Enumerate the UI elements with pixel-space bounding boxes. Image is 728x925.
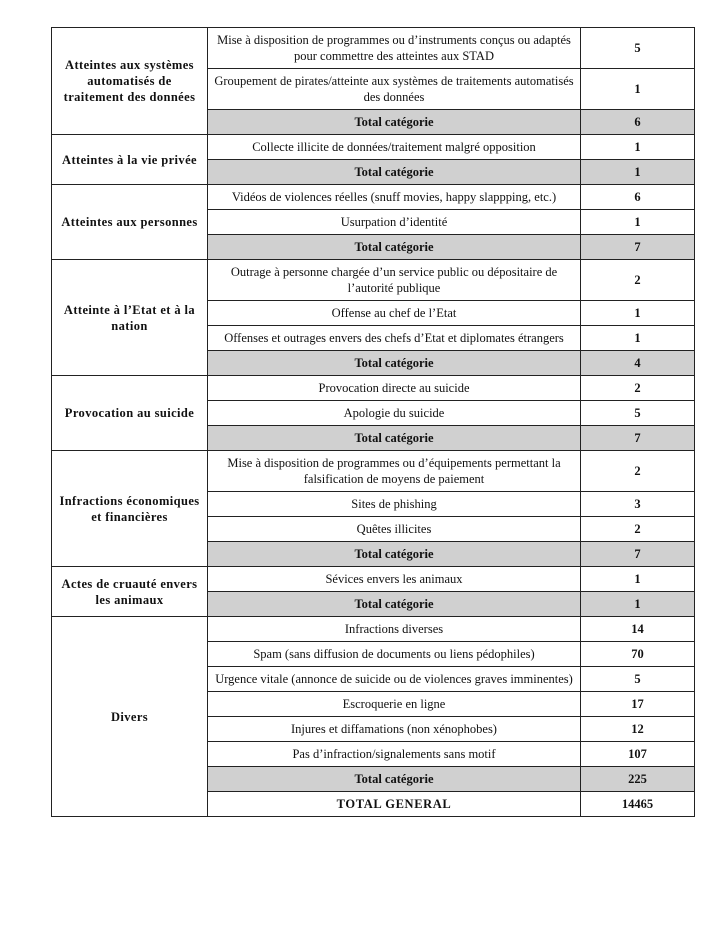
category-total-value: 225 <box>580 766 695 792</box>
offense-label: Mise à disposition de programmes ou d’in… <box>207 27 581 69</box>
table-row: Atteintes aux personnes Vidéos de violenc… <box>51 184 695 260</box>
offense-count: 70 <box>580 641 695 667</box>
offense-count: 6 <box>580 184 695 210</box>
offense-count: 1 <box>580 566 695 592</box>
offense-count: 107 <box>580 741 695 767</box>
table-row: Atteinte à l’Etat et à la nation Outrage … <box>51 259 695 376</box>
table-row: Provocation au suicide Provocation direct… <box>51 375 695 451</box>
category-total-value: 7 <box>580 541 695 567</box>
offense-count: 12 <box>580 716 695 742</box>
offense-count: 1 <box>580 325 695 351</box>
category-total-label: Total catégorie <box>207 425 581 451</box>
offense-count: 1 <box>580 68 695 110</box>
category-total-row: Total catégorie 7 <box>52 425 695 451</box>
category-total-row: Total catégorie 4 <box>52 350 695 376</box>
table-body: Atteintes aux systèmes automatisés de tr… <box>51 27 695 817</box>
offense-count: 1 <box>580 134 695 160</box>
table-row: Atteintes à la vie privée Collecte illici… <box>51 134 695 185</box>
category-cell: Infractions économiques et financières <box>51 450 208 567</box>
offense-label: Sévices envers les animaux <box>207 566 581 592</box>
category-total-value: 7 <box>580 425 695 451</box>
offense-count: 17 <box>580 691 695 717</box>
offense-label: Apologie du suicide <box>207 400 581 426</box>
offense-count: 2 <box>580 375 695 401</box>
category-total-label: Total catégorie <box>207 234 581 260</box>
category-total-row: Total catégorie 225 <box>52 766 695 792</box>
table-row: Urgence vitale (annonce de suicide ou de… <box>52 666 695 692</box>
offense-label: Injures et diffamations (non xénophobes) <box>207 716 581 742</box>
category-total-value: 4 <box>580 350 695 376</box>
statistics-table: Atteintes aux systèmes automatisés de tr… <box>51 27 695 817</box>
category-total-label: Total catégorie <box>207 159 581 185</box>
category-total-value: 6 <box>580 109 695 135</box>
category-total-row: Total catégorie 1 <box>52 159 695 185</box>
offense-label: Spam (sans diffusion de documents ou lie… <box>207 641 581 667</box>
category-cell: Divers <box>51 616 208 817</box>
table-row: Pas d’infraction/signalements sans motif… <box>52 741 695 767</box>
table-row: Spam (sans diffusion de documents ou lie… <box>52 641 695 667</box>
table-row: Infractions économiques et financières Mi… <box>51 450 695 567</box>
offense-label: Offenses et outrages envers des chefs d’… <box>207 325 581 351</box>
table-row: Offenses et outrages envers des chefs d’… <box>52 325 695 351</box>
offense-count: 2 <box>580 450 695 492</box>
offense-count: 2 <box>580 516 695 542</box>
category-cell: Atteintes aux personnes <box>51 184 208 260</box>
offense-label: Escroquerie en ligne <box>207 691 581 717</box>
category-cell: Actes de cruauté envers les animaux <box>51 566 208 617</box>
category-total-label: Total catégorie <box>207 109 581 135</box>
table-row: Sites de phishing 3 <box>52 491 695 517</box>
table-row: Atteintes aux systèmes automatisés de tr… <box>51 27 695 135</box>
grand-total-value: 14465 <box>580 791 695 817</box>
category-total-row: Total catégorie 6 <box>52 109 695 135</box>
category-cell: Provocation au suicide <box>51 375 208 451</box>
table-row: Quêtes illicites 2 <box>52 516 695 542</box>
offense-count: 1 <box>580 300 695 326</box>
category-total-label: Total catégorie <box>207 766 581 792</box>
category-cell: Atteintes aux systèmes automatisés de tr… <box>51 27 208 135</box>
grand-total-label: TOTAL GENERAL <box>207 791 581 817</box>
table-row: Escroquerie en ligne 17 <box>52 691 695 717</box>
offense-label: Sites de phishing <box>207 491 581 517</box>
offense-label: Infractions diverses <box>207 616 581 642</box>
category-total-label: Total catégorie <box>207 350 581 376</box>
offense-count: 1 <box>580 209 695 235</box>
category-total-value: 1 <box>580 591 695 617</box>
offense-label: Collecte illicite de données/traitement … <box>207 134 581 160</box>
offense-label: Pas d’infraction/signalements sans motif <box>207 741 581 767</box>
table-row: Divers Infractions diverses 14 <box>51 616 695 817</box>
category-total-value: 1 <box>580 159 695 185</box>
table-row: Offense au chef de l’Etat 1 <box>52 300 695 326</box>
offense-label: Quêtes illicites <box>207 516 581 542</box>
category-total-label: Total catégorie <box>207 541 581 567</box>
category-cell: Atteinte à l’Etat et à la nation <box>51 259 208 376</box>
offense-count: 14 <box>580 616 695 642</box>
category-cell: Atteintes à la vie privée <box>51 134 208 185</box>
offense-label: Provocation directe au suicide <box>207 375 581 401</box>
offense-label: Urgence vitale (annonce de suicide ou de… <box>207 666 581 692</box>
offense-label: Usurpation d’identité <box>207 209 581 235</box>
offense-label: Mise à disposition de programmes ou d’éq… <box>207 450 581 492</box>
offense-count: 5 <box>580 666 695 692</box>
table-row: Actes de cruauté envers les animaux Sévic… <box>51 566 695 617</box>
category-total-value: 7 <box>580 234 695 260</box>
category-total-row: Total catégorie 1 <box>52 591 695 617</box>
table-row: Groupement de pirates/atteinte aux systè… <box>52 68 695 110</box>
category-total-row: Total catégorie 7 <box>52 541 695 567</box>
category-total-label: Total catégorie <box>207 591 581 617</box>
offense-count: 5 <box>580 400 695 426</box>
offense-count: 3 <box>580 491 695 517</box>
offense-count: 2 <box>580 259 695 301</box>
grand-total-row: TOTAL GENERAL 14465 <box>52 791 695 817</box>
offense-count: 5 <box>580 27 695 69</box>
table-row: Usurpation d’identité 1 <box>52 209 695 235</box>
offense-label: Outrage à personne chargée d’un service … <box>207 259 581 301</box>
offense-label: Vidéos de violences réelles (snuff movie… <box>207 184 581 210</box>
offense-label: Groupement de pirates/atteinte aux systè… <box>207 68 581 110</box>
offense-label: Offense au chef de l’Etat <box>207 300 581 326</box>
